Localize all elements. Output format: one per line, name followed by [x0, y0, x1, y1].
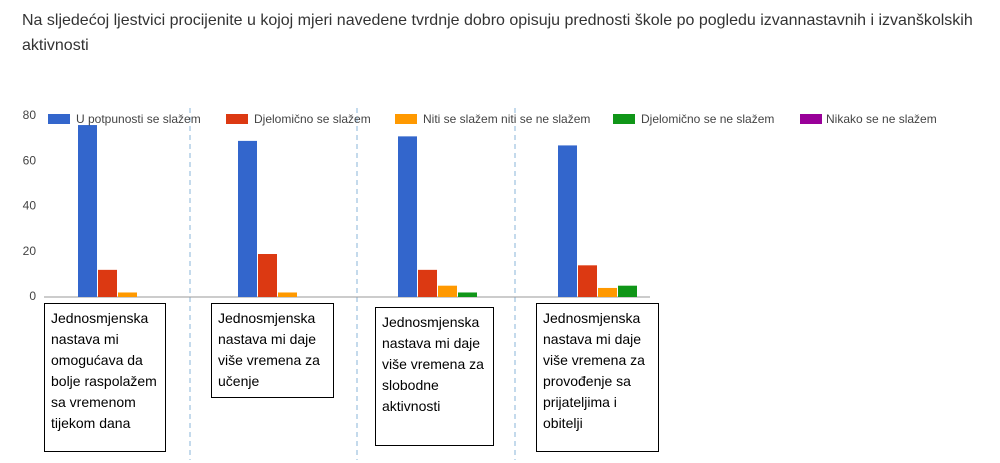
bar [458, 292, 477, 297]
y-tick-label: 20 [23, 244, 37, 258]
legend-label: Nikako se ne slažem [826, 112, 937, 126]
bar [438, 285, 457, 297]
bar [578, 265, 597, 297]
bar [418, 269, 437, 297]
legend-label: Djelomično se ne slažem [641, 112, 774, 126]
legend-swatch [395, 114, 417, 124]
legend-swatch [613, 114, 635, 124]
x-tick-label: Jednosmjenska nastava mi daje više vreme… [375, 307, 494, 446]
bar [618, 285, 637, 297]
y-tick-label: 60 [23, 153, 37, 167]
bar [238, 140, 257, 297]
x-tick-label: Jednosmjenska nastava mi omogućava da bo… [44, 303, 166, 452]
chart-title: Na sljedećoj ljestvici procijenite u koj… [22, 12, 973, 54]
separators [189, 108, 516, 460]
y-tick-label: 0 [29, 289, 36, 303]
y-tick-label: 40 [23, 199, 37, 213]
legend-swatch [226, 114, 248, 124]
bar [118, 292, 137, 297]
bar [558, 145, 577, 297]
bar [598, 287, 617, 297]
y-tick-label: 80 [23, 108, 37, 122]
legend-label: U potpunosti se slažem [76, 112, 201, 126]
bar [98, 269, 117, 297]
legend-label: Niti se slažem niti se ne slažem [423, 112, 590, 126]
bar [78, 125, 97, 297]
bar [278, 292, 297, 297]
legend-label: Djelomično se slažem [254, 112, 371, 126]
legend-swatch [48, 114, 70, 124]
legend-swatch [800, 114, 822, 124]
bar [258, 254, 277, 297]
x-tick-label: Jednosmjenska nastava mi daje više vreme… [211, 303, 334, 398]
bar [398, 136, 417, 297]
x-tick-label: Jednosmjenska nastava mi daje više vreme… [536, 303, 659, 452]
